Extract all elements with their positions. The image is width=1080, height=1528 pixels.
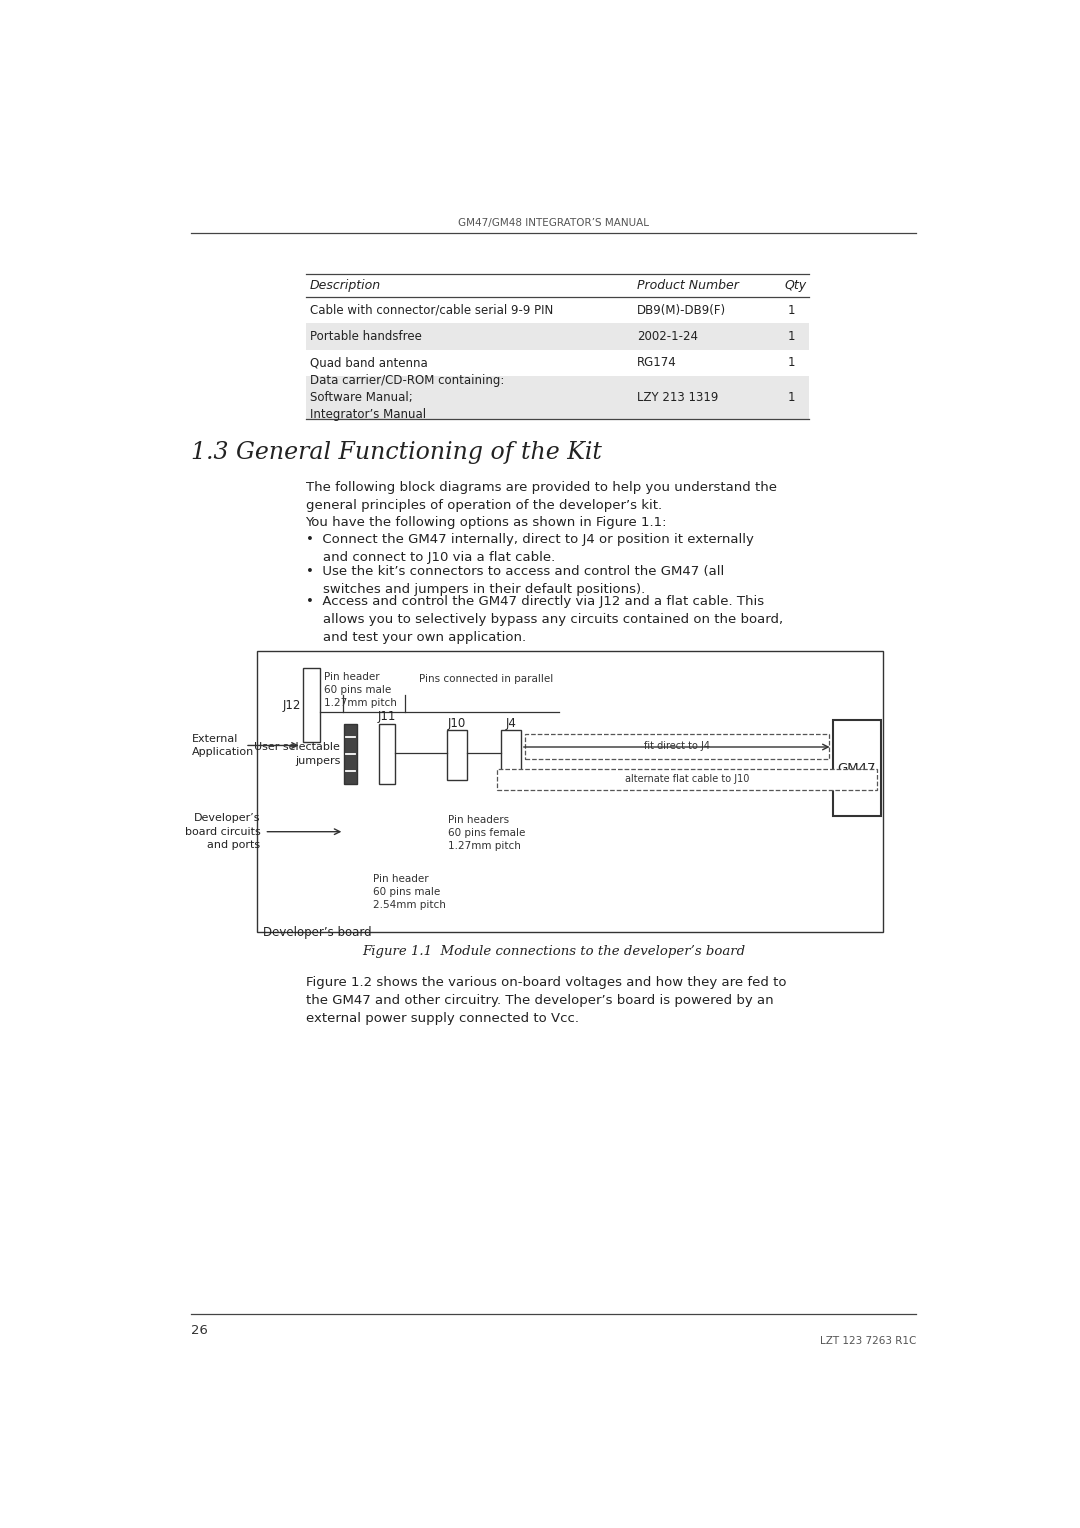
Text: Product Number: Product Number (637, 280, 739, 292)
Text: alternate flat cable to J10: alternate flat cable to J10 (624, 775, 750, 784)
Text: J12: J12 (283, 698, 301, 712)
Text: Pins connected in parallel: Pins connected in parallel (419, 674, 554, 685)
Text: The following block diagrams are provided to help you understand the
general pri: The following block diagrams are provide… (306, 481, 777, 512)
Bar (446, 730, 467, 781)
Text: 1: 1 (787, 356, 795, 370)
Text: RG174: RG174 (637, 356, 677, 370)
Text: Developer’s
board circuits
and ports: Developer’s board circuits and ports (185, 813, 260, 850)
Text: Qty: Qty (784, 280, 807, 292)
Bar (525, 733, 828, 758)
Text: Pin headers
60 pins female
1.27mm pitch: Pin headers 60 pins female 1.27mm pitch (448, 814, 526, 851)
Text: Pin header
60 pins male
2.54mm pitch: Pin header 60 pins male 2.54mm pitch (373, 874, 446, 911)
Text: LZT 123 7263 R1C: LZT 123 7263 R1C (820, 1337, 916, 1346)
Text: Figure 1.1  Module connections to the developer’s board: Figure 1.1 Module connections to the dev… (362, 944, 745, 958)
Bar (345, 724, 356, 784)
Text: GM47/GM48 INTEGRATOR’S MANUAL: GM47/GM48 INTEGRATOR’S MANUAL (458, 219, 649, 228)
Text: •  Use the kit’s connectors to access and control the GM47 (all
    switches and: • Use the kit’s connectors to access and… (306, 565, 724, 596)
Text: •  Access and control the GM47 directly via J12 and a flat cable. This
    allow: • Access and control the GM47 directly v… (306, 594, 783, 643)
Text: 1.3 General Functioning of the Kit: 1.3 General Functioning of the Kit (191, 440, 602, 463)
Text: GM47: GM47 (837, 761, 876, 775)
Text: J10: J10 (447, 717, 465, 730)
Text: LZY 213 1319: LZY 213 1319 (637, 391, 718, 403)
Text: •  Connect the GM47 internally, direct to J4 or position it externally
    and c: • Connect the GM47 internally, direct to… (306, 533, 754, 564)
Text: Portable handsfree: Portable handsfree (310, 330, 422, 344)
Text: Description: Description (310, 280, 381, 292)
Text: External
Application: External Application (192, 733, 255, 756)
Text: 1: 1 (787, 304, 795, 316)
Text: Data carrier/CD-ROM containing:
Software Manual;
Integrator’s Manual: Data carrier/CD-ROM containing: Software… (310, 374, 504, 420)
Bar (379, 724, 394, 784)
Text: J11: J11 (378, 711, 396, 723)
Text: Figure 1.2 shows the various on-board voltages and how they are fed to
the GM47 : Figure 1.2 shows the various on-board vo… (306, 976, 786, 1025)
Bar (306, 376, 809, 419)
Text: 1: 1 (787, 391, 795, 403)
Text: 1: 1 (787, 330, 795, 344)
Text: 26: 26 (191, 1325, 207, 1337)
Bar (257, 651, 882, 932)
Bar (501, 730, 521, 781)
Bar (306, 324, 809, 350)
Text: Quad band antenna: Quad band antenna (310, 356, 428, 370)
Bar (497, 769, 877, 790)
Text: DB9(M)-DB9(F): DB9(M)-DB9(F) (637, 304, 727, 316)
Text: You have the following options as shown in Figure 1.1:: You have the following options as shown … (306, 516, 667, 529)
Text: 2002-1-24: 2002-1-24 (637, 330, 698, 344)
Text: Cable with connector/cable serial 9-9 PIN: Cable with connector/cable serial 9-9 PI… (310, 304, 553, 316)
Text: J4: J4 (505, 717, 516, 730)
Bar (303, 668, 321, 741)
Text: Pin header
60 pins male
1.27mm pitch: Pin header 60 pins male 1.27mm pitch (324, 671, 397, 707)
Text: Developer’s board: Developer’s board (262, 926, 372, 938)
Bar (833, 720, 880, 816)
Text: fit direct to J4: fit direct to J4 (644, 741, 710, 752)
Text: User selectable
jumpers: User selectable jumpers (255, 743, 340, 766)
